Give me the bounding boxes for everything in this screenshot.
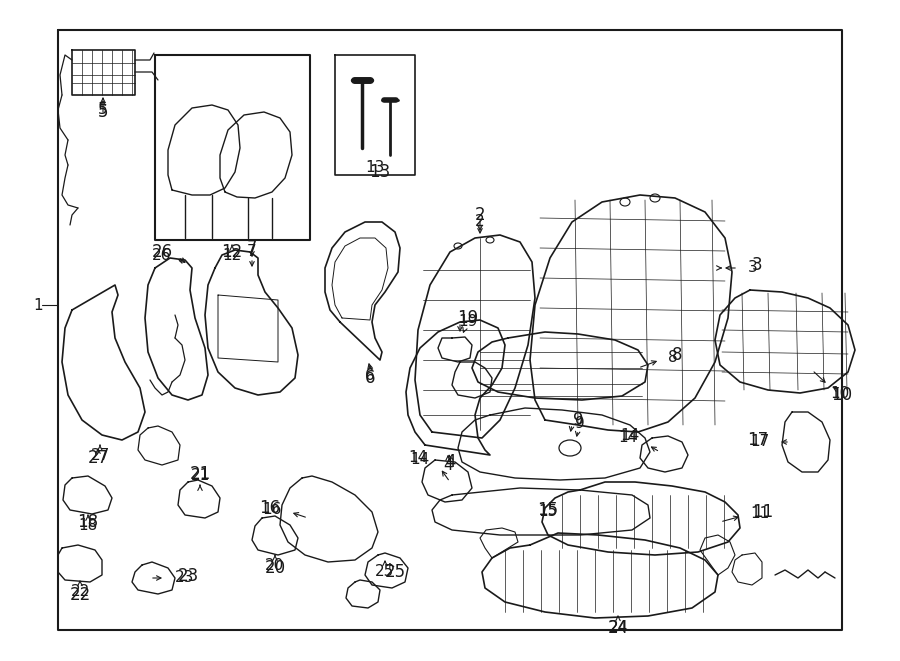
Text: 25: 25: [375, 564, 394, 580]
Text: 20: 20: [265, 559, 285, 577]
Text: 15: 15: [537, 501, 559, 519]
Text: 8: 8: [668, 350, 678, 366]
Text: 17: 17: [751, 434, 770, 449]
Text: 22: 22: [70, 584, 90, 600]
Text: 13: 13: [369, 163, 391, 181]
Text: 27: 27: [90, 447, 110, 463]
Text: 5: 5: [98, 102, 108, 118]
Text: 4: 4: [445, 453, 455, 471]
Text: 25: 25: [384, 563, 406, 581]
Text: 26: 26: [152, 247, 172, 262]
Text: 14: 14: [410, 453, 430, 467]
Text: 27: 27: [87, 449, 109, 467]
Text: 19: 19: [457, 309, 479, 327]
Text: 10: 10: [831, 385, 850, 401]
Text: 7: 7: [248, 245, 256, 260]
Text: 14: 14: [621, 428, 640, 444]
Text: 6: 6: [365, 368, 375, 383]
Text: 26: 26: [151, 243, 173, 261]
Text: 9: 9: [572, 411, 583, 429]
Text: 11: 11: [752, 503, 773, 521]
Text: 21: 21: [189, 465, 211, 483]
Text: 11: 11: [750, 506, 770, 522]
Text: 5: 5: [98, 103, 108, 121]
Text: 20: 20: [266, 557, 284, 572]
Text: 13: 13: [365, 161, 384, 176]
Text: 18: 18: [77, 513, 99, 531]
Text: 1: 1: [33, 297, 43, 313]
Text: 24: 24: [608, 619, 627, 635]
Text: 18: 18: [78, 518, 97, 533]
Text: 22: 22: [69, 586, 91, 604]
Text: 7: 7: [247, 239, 257, 257]
Text: 21: 21: [191, 469, 210, 483]
Text: 23: 23: [178, 567, 199, 585]
Text: 10: 10: [832, 386, 852, 404]
Text: 2: 2: [474, 206, 485, 224]
Text: 16: 16: [263, 502, 282, 518]
Text: 19: 19: [458, 315, 478, 329]
Text: 14: 14: [619, 430, 638, 446]
Text: 8: 8: [672, 346, 682, 364]
Text: 16: 16: [259, 499, 280, 517]
Text: 3: 3: [752, 256, 762, 274]
Text: 12: 12: [221, 243, 243, 261]
Text: 12: 12: [222, 247, 241, 262]
Text: 3: 3: [748, 260, 758, 276]
Text: 4: 4: [443, 457, 453, 473]
Text: 17: 17: [747, 431, 768, 449]
Text: 2: 2: [475, 215, 485, 229]
Text: 6: 6: [364, 369, 375, 387]
Text: 15: 15: [538, 504, 558, 520]
Text: 24: 24: [608, 619, 628, 637]
Text: 9: 9: [575, 416, 585, 432]
Text: 23: 23: [175, 570, 194, 586]
Text: 14: 14: [409, 451, 428, 465]
